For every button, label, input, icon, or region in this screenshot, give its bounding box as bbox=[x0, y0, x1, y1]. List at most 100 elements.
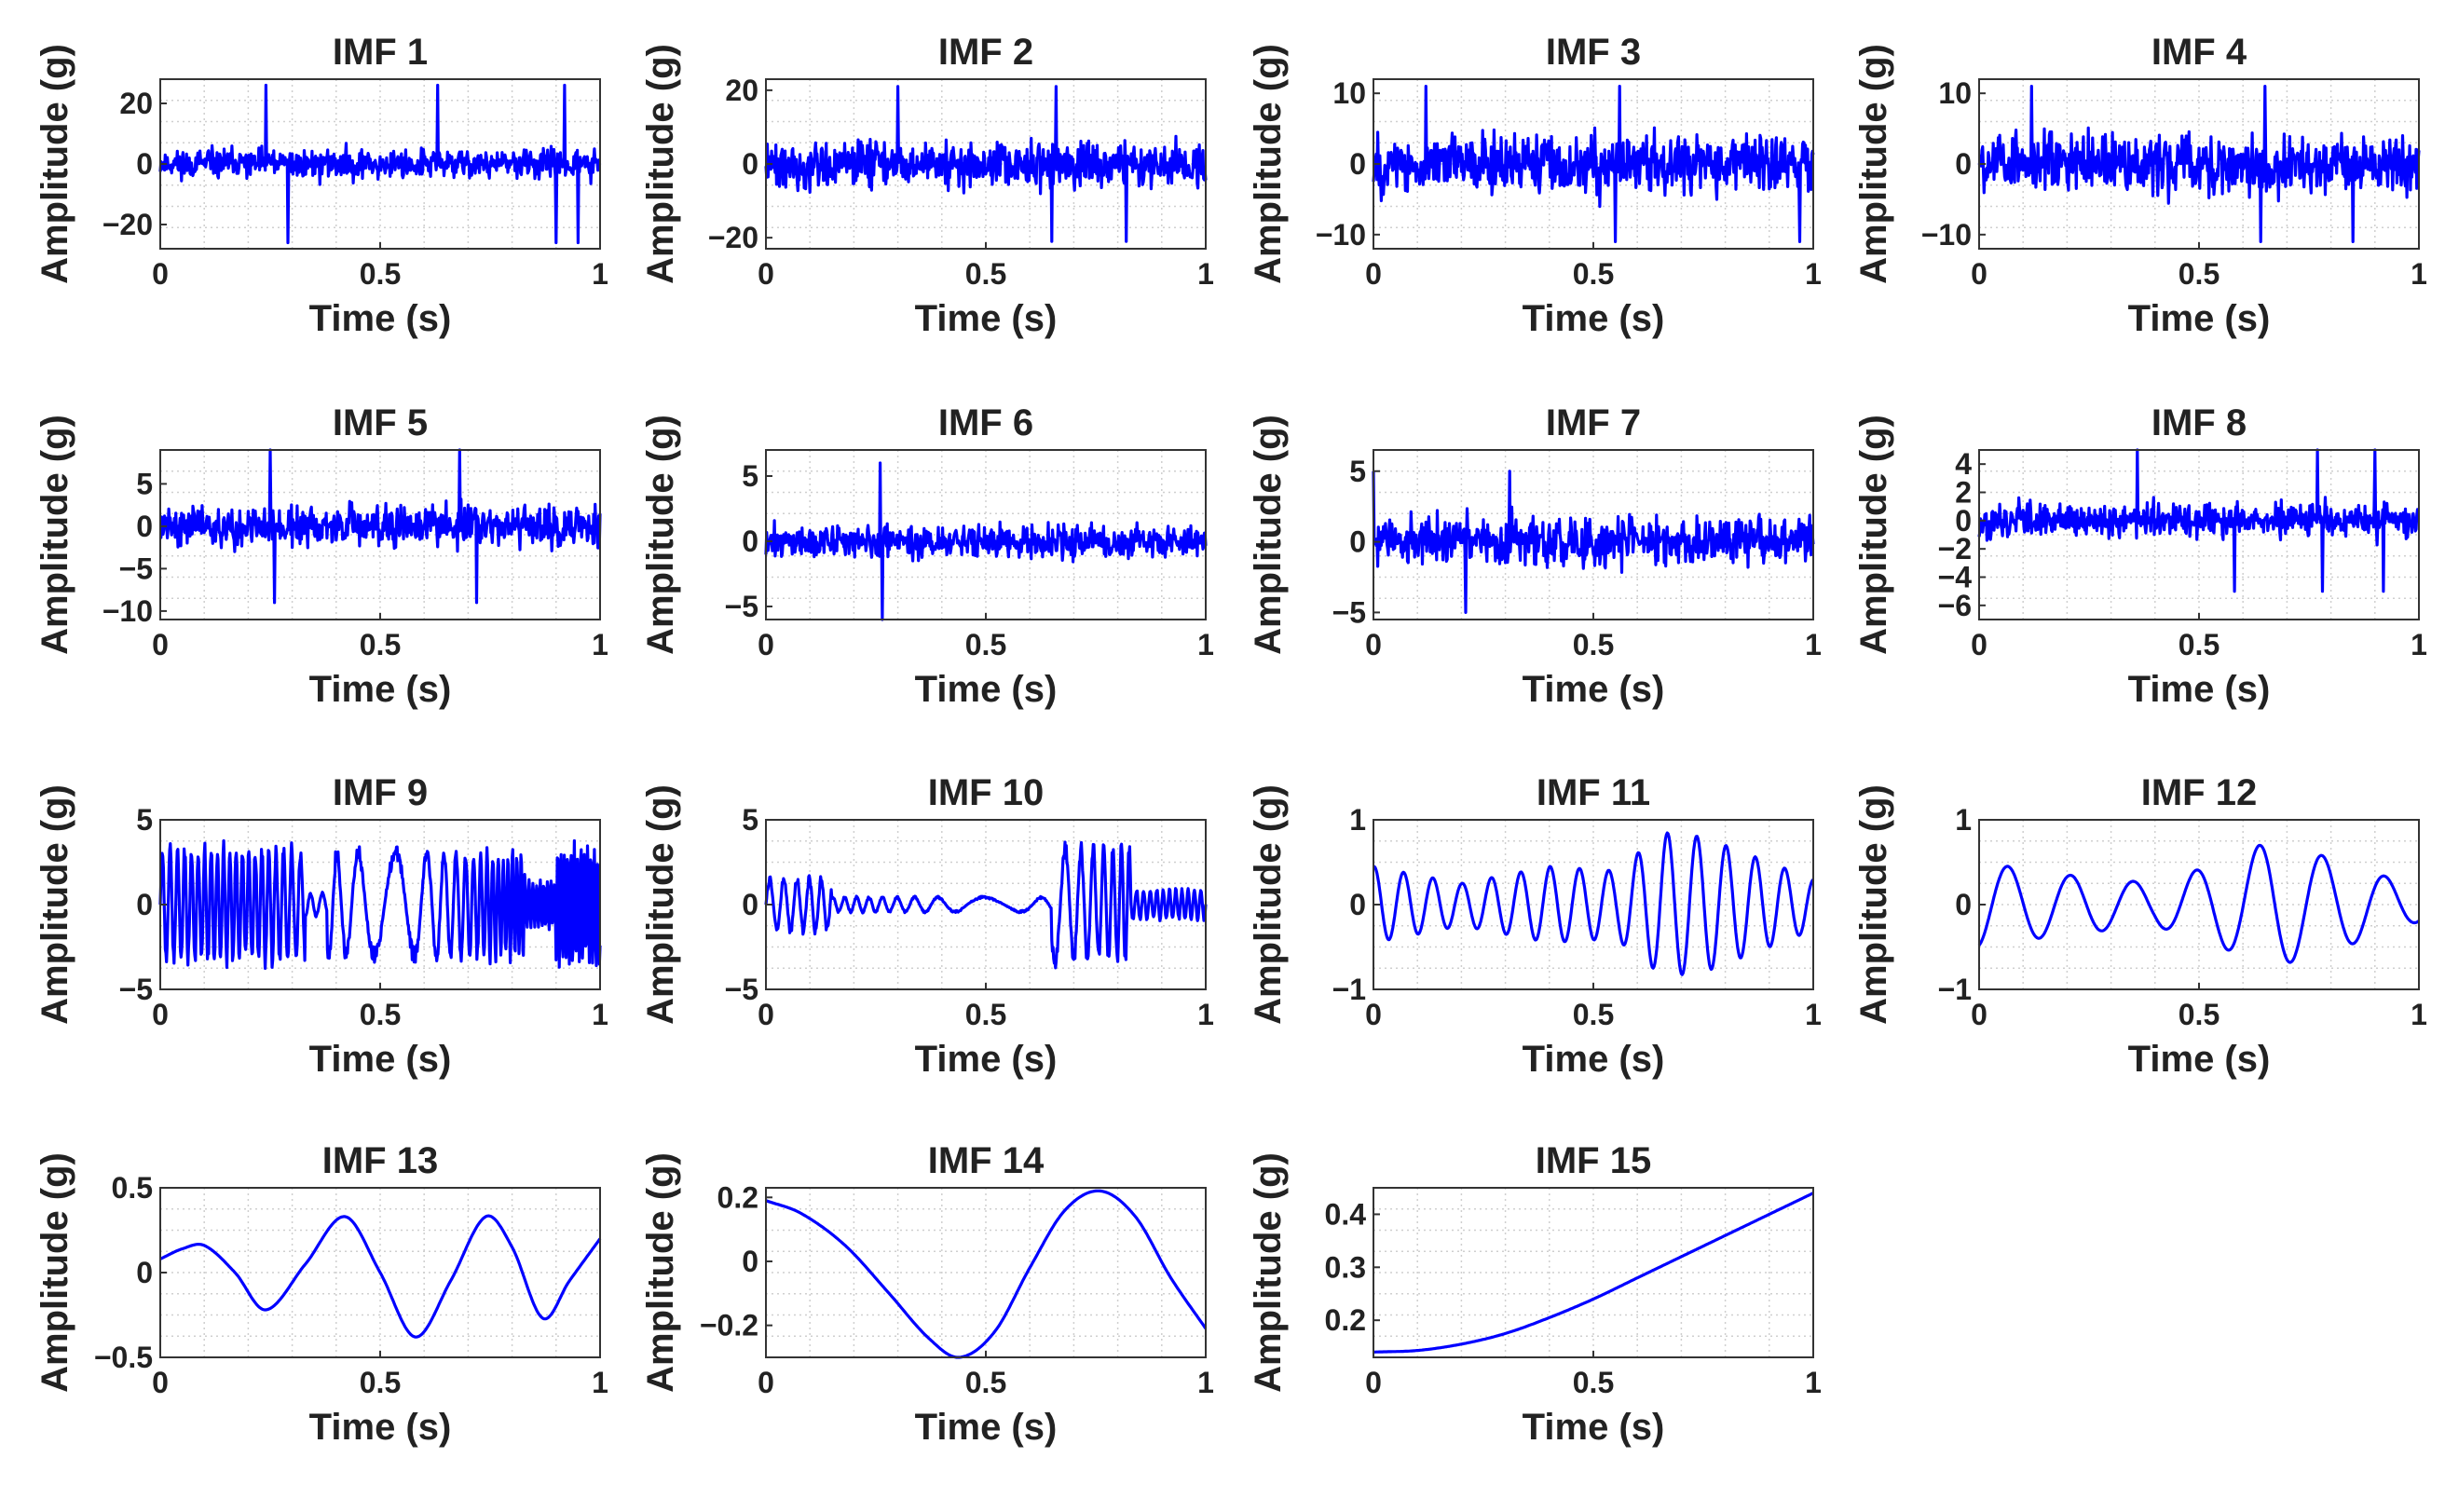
subplot-title: IMF 6 bbox=[938, 402, 1033, 443]
y-tick-label: −5 bbox=[725, 973, 758, 1006]
y-tick-label: 0 bbox=[742, 524, 758, 558]
x-tick-label: 0 bbox=[1365, 257, 1382, 291]
y-tick-label: 1 bbox=[1955, 803, 1972, 837]
grid bbox=[1979, 820, 2419, 989]
x-tick-label: 0.5 bbox=[2179, 628, 2220, 661]
y-tick-label: 5 bbox=[136, 467, 153, 500]
grid bbox=[1373, 820, 1813, 989]
y-axis-label: Amplitude (g) bbox=[1248, 784, 1289, 1025]
x-tick-label: 0 bbox=[1365, 998, 1382, 1031]
y-tick-label: −10 bbox=[1316, 218, 1366, 252]
grid bbox=[160, 79, 600, 249]
x-tick-label: 1 bbox=[1197, 1366, 1214, 1399]
x-tick-label: 0.5 bbox=[360, 257, 401, 291]
y-tick-label: −1 bbox=[1938, 973, 1972, 1006]
y-tick-label: 20 bbox=[725, 74, 758, 107]
x-tick-label: 1 bbox=[2411, 628, 2427, 661]
x-tick-label: 0 bbox=[1971, 628, 1987, 661]
x-tick-label: 0 bbox=[758, 257, 774, 291]
y-tick-label: 0.2 bbox=[717, 1180, 758, 1214]
y-tick-label: −5 bbox=[1332, 595, 1366, 629]
y-tick-label: 0 bbox=[1349, 147, 1366, 181]
y-axis-label: Amplitude (g) bbox=[640, 44, 681, 284]
y-tick-label: 20 bbox=[119, 87, 153, 120]
y-tick-label: 0 bbox=[1955, 147, 1972, 181]
y-tick-label: 0 bbox=[136, 147, 153, 181]
y-tick-label: 4 bbox=[1955, 447, 1972, 481]
y-tick-label: −10 bbox=[102, 594, 153, 628]
y-axis-label: Amplitude (g) bbox=[34, 1152, 75, 1393]
x-tick-label: 0.5 bbox=[2179, 998, 2220, 1031]
subplot-imf-15: 0 0.5 1 0.2 0.3 0.4 IMF 15 Time (s) Amplitude (g… bbox=[1248, 1140, 1822, 1448]
x-tick-label: 1 bbox=[2411, 998, 2427, 1031]
y-tick-label: −6 bbox=[1938, 589, 1972, 622]
x-tick-label: 0.5 bbox=[1573, 998, 1614, 1031]
subplot-title: IMF 5 bbox=[333, 402, 428, 443]
x-axis-label: Time (s) bbox=[1523, 298, 1665, 339]
y-tick-label: −0.2 bbox=[700, 1309, 758, 1342]
signal-line bbox=[1977, 448, 2420, 593]
grid bbox=[766, 1188, 1206, 1357]
x-axis-label: Time (s) bbox=[1523, 1039, 1665, 1080]
signal-line bbox=[764, 840, 1208, 970]
signal-line bbox=[159, 1214, 602, 1339]
x-tick-label: 0 bbox=[758, 1366, 774, 1399]
y-tick-label: 0.4 bbox=[1325, 1197, 1367, 1231]
signal-line bbox=[1977, 85, 2421, 243]
x-tick-label: 0.5 bbox=[965, 998, 1006, 1031]
y-tick-label: 0 bbox=[1955, 888, 1972, 921]
y-axis-label: Amplitude (g) bbox=[34, 784, 75, 1025]
x-tick-label: 0 bbox=[152, 257, 169, 291]
y-tick-label: 1 bbox=[1349, 803, 1366, 837]
signal-line bbox=[765, 1189, 1208, 1359]
x-axis-label: Time (s) bbox=[915, 1039, 1058, 1080]
x-axis-label: Time (s) bbox=[309, 298, 452, 339]
x-tick-label: 1 bbox=[1805, 628, 1822, 661]
x-axis-label: Time (s) bbox=[915, 669, 1058, 710]
y-tick-label: 10 bbox=[1332, 76, 1366, 110]
y-tick-label: 0 bbox=[742, 888, 758, 921]
x-tick-label: 1 bbox=[1197, 628, 1214, 661]
y-tick-label: 0 bbox=[1349, 525, 1366, 559]
subplot-title: IMF 3 bbox=[1546, 32, 1641, 73]
y-axis-label: Amplitude (g) bbox=[640, 1152, 681, 1393]
y-tick-label: −1 bbox=[1332, 973, 1366, 1006]
x-axis-label: Time (s) bbox=[2128, 669, 2271, 710]
x-tick-label: 0 bbox=[758, 998, 774, 1031]
y-tick-label: −2 bbox=[1938, 532, 1972, 565]
x-axis-label: Time (s) bbox=[915, 1407, 1058, 1448]
x-axis-label: Time (s) bbox=[309, 1039, 452, 1080]
x-tick-label: 0.5 bbox=[965, 1366, 1006, 1399]
y-axis-label: Amplitude (g) bbox=[1853, 415, 1894, 655]
subplot-title: IMF 15 bbox=[1536, 1140, 1651, 1181]
x-tick-label: 0.5 bbox=[360, 998, 401, 1031]
subplot-title: IMF 10 bbox=[928, 772, 1044, 813]
subplot-title: IMF 7 bbox=[1546, 402, 1641, 443]
y-tick-label: 5 bbox=[1349, 455, 1366, 488]
signal-line bbox=[1373, 1192, 1814, 1354]
y-axis-label: Amplitude (g) bbox=[640, 415, 681, 655]
x-tick-label: 1 bbox=[2411, 257, 2427, 291]
x-tick-label: 0 bbox=[152, 998, 169, 1031]
subplot-title: IMF 13 bbox=[322, 1140, 438, 1181]
x-tick-label: 1 bbox=[1805, 257, 1822, 291]
y-axis-label: Amplitude (g) bbox=[34, 44, 75, 284]
x-tick-label: 0.5 bbox=[965, 628, 1006, 661]
signal-line bbox=[158, 448, 602, 605]
x-axis-label: Time (s) bbox=[309, 669, 452, 710]
y-tick-label: 0 bbox=[1349, 888, 1366, 921]
x-tick-label: 0.5 bbox=[965, 257, 1006, 291]
y-axis-label: Amplitude (g) bbox=[1248, 415, 1289, 655]
signal-line bbox=[1372, 85, 1815, 243]
x-tick-label: 1 bbox=[1805, 998, 1822, 1031]
signal-line bbox=[158, 83, 602, 245]
signal-line bbox=[1977, 843, 2420, 964]
